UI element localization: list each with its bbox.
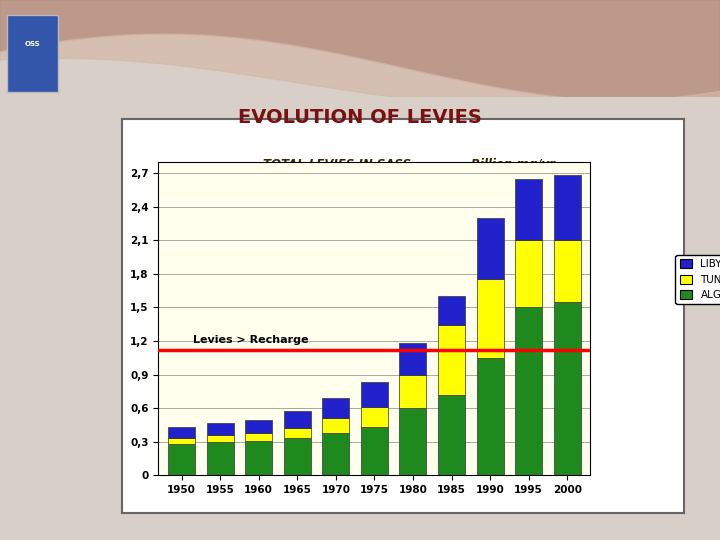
Bar — [438, 395, 465, 475]
Bar — [477, 280, 503, 357]
Bar — [438, 325, 465, 395]
Bar — [168, 444, 195, 475]
Bar — [361, 427, 388, 475]
Bar — [207, 423, 233, 435]
Bar — [284, 428, 311, 438]
Bar — [477, 357, 503, 475]
Bar — [361, 382, 388, 407]
Bar — [323, 433, 349, 475]
Bar — [400, 343, 426, 375]
Bar — [207, 435, 233, 442]
Bar — [554, 176, 581, 240]
Bar — [246, 441, 272, 475]
Text: TOTAL LEVIES IN SASS,: TOTAL LEVIES IN SASS, — [263, 158, 415, 171]
Bar — [516, 179, 542, 240]
FancyBboxPatch shape — [7, 15, 58, 92]
Bar — [361, 407, 388, 427]
Bar — [438, 296, 465, 325]
Bar — [168, 427, 195, 438]
Bar — [323, 418, 349, 433]
Bar — [477, 218, 503, 280]
Bar — [554, 302, 581, 475]
Bar — [323, 398, 349, 418]
Text: EVOLUTION OF LEVIES: EVOLUTION OF LEVIES — [238, 108, 482, 127]
Bar — [554, 240, 581, 302]
Bar — [246, 420, 272, 433]
Bar — [400, 375, 426, 408]
Text: Billion mg/yr: Billion mg/yr — [471, 158, 554, 171]
Legend: LIBYA, TUNISIA, ALGERIA: LIBYA, TUNISIA, ALGERIA — [675, 255, 720, 305]
Bar — [246, 433, 272, 441]
Bar — [516, 307, 542, 475]
Text: OSS: OSS — [24, 40, 40, 47]
Bar — [284, 411, 311, 428]
Bar — [207, 442, 233, 475]
Bar — [284, 438, 311, 475]
Bar — [400, 408, 426, 475]
Text: Levies > Recharge: Levies > Recharge — [193, 335, 309, 346]
Bar — [516, 240, 542, 307]
Bar — [168, 438, 195, 444]
